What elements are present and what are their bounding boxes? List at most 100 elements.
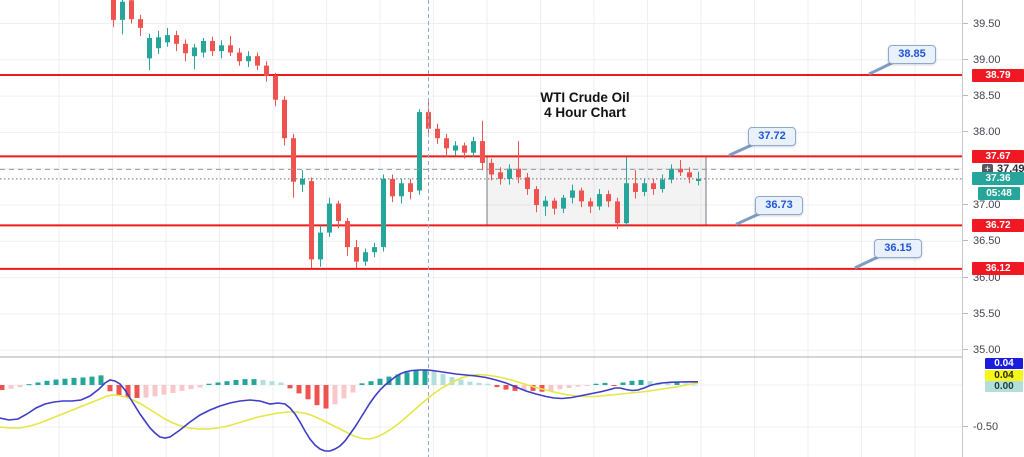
macd-histogram-bar [611,385,617,386]
macd-histogram-bar [269,381,275,385]
macd-value-label: 0.04 [985,358,1023,369]
candle-body [246,56,251,62]
macd-histogram-bar [314,385,320,406]
macd-histogram-bar [647,381,653,385]
macd-histogram-bar [17,385,23,388]
macd-histogram-bar [593,383,599,385]
price-axis[interactable]: 39.50 39.00 38.50 38.00 37.00 36.50 36.00 35.50… [962,0,1024,457]
candle-body [273,75,278,100]
candle-body [678,168,683,173]
candle-body [264,65,269,76]
candle-body [624,183,629,224]
candle-body [363,252,368,262]
order-price-row: + 37.49 [963,163,1024,176]
macd-histogram-bar [107,385,113,392]
candle-body [561,197,566,209]
candle-body [255,56,260,66]
level-price-label: 37.67 [972,149,1024,163]
macd-histogram-bar [0,385,5,391]
price-tick: 35.50 [963,308,1024,320]
candle-body [489,162,494,175]
macd-histogram-bar [494,385,500,388]
macd-histogram-bar [287,385,293,389]
macd-histogram-bar [467,381,473,385]
candle-body [336,203,341,221]
macd-histogram-bar [260,379,266,385]
candle-body [687,172,692,178]
level-price-label: 36.72 [972,218,1024,232]
macd-histogram-bar [341,385,347,399]
macd-histogram-bar [80,377,86,385]
chart-subtitle: 4 Hour Chart [544,105,626,120]
macd-histogram-bar [323,385,329,409]
callout-tail [868,60,895,76]
macd-histogram-bar [485,383,491,385]
macd-line [0,369,698,452]
macd-histogram-bar [377,378,383,385]
macd-histogram-bar [575,385,581,387]
candle-body [462,145,467,153]
macd-histogram-bar [296,385,302,394]
price-tick: 39.50 [963,18,1024,30]
price-tick: 36.50 [963,235,1024,247]
candle-body [615,201,620,224]
candle-body [237,52,242,62]
candle-body [660,179,665,190]
candle-body [696,178,701,182]
candle-body [642,183,647,192]
candle-body [669,168,674,180]
candle-body [633,183,638,192]
candle-body [408,183,413,192]
macd-histogram-bar [620,382,626,385]
macd-histogram-bar [98,375,104,385]
macd-histogram-bar [368,381,374,385]
candle-body [444,138,449,149]
price-callout-38-85[interactable]: 38.85 [888,45,936,64]
candle-body [174,35,179,44]
macd-histogram-bar [116,385,122,396]
macd-histogram-bar [44,380,50,385]
candle-body [318,232,323,260]
macd-histogram-bar [89,376,95,385]
candle-body [138,19,143,28]
level-price-label: 38.79 [972,68,1024,82]
bar-countdown-label: 05:48 [978,186,1020,200]
price-callout-36-15[interactable]: 36.15 [874,239,922,258]
candle-body [111,0,116,20]
macd-histogram-bar [503,385,509,390]
candle-body [228,45,233,53]
macd-histogram-bar [71,377,77,385]
level-price-label: 36.12 [972,262,1024,276]
macd-histogram-bar [188,385,194,390]
candle-body [390,178,395,197]
candle-body [381,178,386,248]
candle-body [300,178,305,185]
macd-histogram-bar [440,374,446,385]
macd-histogram-bar [449,377,455,385]
macd-histogram-bar [332,385,338,405]
price-callout-37-72[interactable]: 37.72 [748,127,796,146]
macd-histogram-bar [557,385,563,390]
candle-body [498,172,503,179]
candle-body [543,200,548,207]
candle-body [210,40,215,52]
macd-histogram-bar [125,385,131,398]
macd-histogram-bar [458,379,464,385]
macd-histogram-bar [278,382,284,385]
macd-histogram-bar [638,379,644,385]
macd-histogram-bar [476,382,482,385]
candle-body [606,194,611,202]
candle-body [651,183,656,190]
macd-histogram-bar [179,385,185,391]
macd-histogram-bar [431,371,437,385]
macd-histogram-bar [548,385,554,391]
price-tick: 38.50 [963,90,1024,102]
price-callout-36-73[interactable]: 36.73 [755,196,803,215]
candle-body [525,177,530,190]
macd-histogram-bar [197,385,203,388]
consolidation-box[interactable] [486,155,707,226]
add-order-plus-icon[interactable]: + [982,163,993,175]
callout-tail [728,142,755,157]
